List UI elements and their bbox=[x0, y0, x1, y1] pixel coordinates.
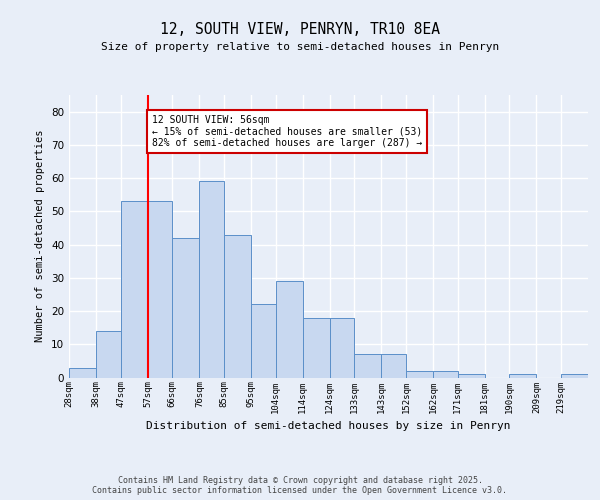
Bar bbox=[69, 368, 96, 378]
Bar bbox=[224, 234, 251, 378]
Y-axis label: Number of semi-detached properties: Number of semi-detached properties bbox=[35, 130, 46, 342]
Bar bbox=[330, 318, 355, 378]
Bar bbox=[251, 304, 275, 378]
Bar bbox=[199, 182, 224, 378]
Text: Contains HM Land Registry data © Crown copyright and database right 2025.
Contai: Contains HM Land Registry data © Crown c… bbox=[92, 476, 508, 495]
Bar bbox=[96, 331, 121, 378]
Bar bbox=[382, 354, 406, 378]
Bar bbox=[121, 202, 148, 378]
Bar bbox=[509, 374, 536, 378]
Bar bbox=[406, 371, 433, 378]
Bar bbox=[302, 318, 330, 378]
Bar bbox=[561, 374, 588, 378]
Text: 12 SOUTH VIEW: 56sqm
← 15% of semi-detached houses are smaller (53)
82% of semi-: 12 SOUTH VIEW: 56sqm ← 15% of semi-detac… bbox=[152, 115, 422, 148]
X-axis label: Distribution of semi-detached houses by size in Penryn: Distribution of semi-detached houses by … bbox=[146, 421, 511, 431]
Bar bbox=[433, 371, 458, 378]
Text: 12, SOUTH VIEW, PENRYN, TR10 8EA: 12, SOUTH VIEW, PENRYN, TR10 8EA bbox=[160, 22, 440, 38]
Bar bbox=[588, 374, 600, 378]
Bar bbox=[458, 374, 485, 378]
Text: Size of property relative to semi-detached houses in Penryn: Size of property relative to semi-detach… bbox=[101, 42, 499, 52]
Bar bbox=[148, 202, 172, 378]
Bar bbox=[275, 281, 302, 378]
Bar bbox=[355, 354, 382, 378]
Bar bbox=[172, 238, 199, 378]
